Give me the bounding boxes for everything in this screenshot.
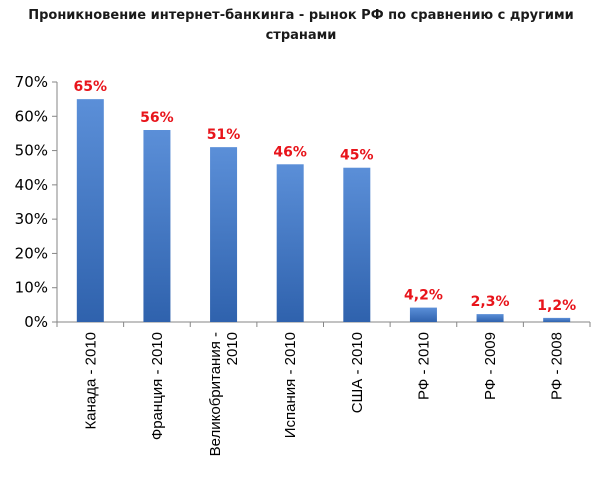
data-label: 51% — [207, 127, 241, 143]
y-tick-label: 70% — [15, 73, 48, 91]
bar — [476, 314, 504, 322]
bars — [76, 99, 571, 323]
x-category-label-line: Франция - 2010 — [149, 332, 166, 440]
x-category-label: Канада - 2010 — [82, 332, 99, 430]
data-label: 56% — [140, 110, 174, 126]
y-tick-label: 40% — [15, 176, 48, 194]
labels: 65% Канада - 2010 56% Франция - 2010 51% Вели… — [74, 79, 577, 456]
bar — [143, 130, 171, 322]
bar — [210, 147, 238, 322]
x-category-label-line: США - 2010 — [349, 332, 366, 413]
x-category-label: РФ - 2009 — [482, 332, 499, 400]
x-category-label-line: Испания - 2010 — [282, 332, 299, 438]
data-label: 2,3% — [471, 294, 510, 310]
bar — [409, 307, 437, 322]
data-label: 46% — [273, 144, 307, 160]
x-category-label: Испания - 2010 — [282, 332, 299, 438]
bar — [343, 167, 371, 322]
y-tick-label: 30% — [15, 210, 48, 228]
y-tick-label: 10% — [15, 279, 48, 297]
x-category-label: РФ - 2010 — [415, 332, 432, 400]
chart-title: Проникновение интернет-банкинга - рынок … — [28, 8, 574, 43]
x-category-label-line: РФ - 2010 — [415, 332, 432, 400]
y-tick-label: 0% — [24, 313, 48, 331]
x-category-label-line: РФ - 2009 — [482, 332, 499, 400]
bar — [543, 317, 571, 322]
x-category-label-line: РФ - 2008 — [549, 332, 566, 400]
y-tick-label: 50% — [15, 142, 48, 160]
x-category-label-line: Великобритания - — [207, 332, 224, 456]
x-category-label-line: 2010 — [224, 332, 241, 365]
data-label: 4,2% — [404, 288, 443, 304]
bar — [276, 164, 304, 322]
x-category-label: РФ - 2008 — [549, 332, 566, 400]
data-label: 1,2% — [537, 298, 576, 314]
y-tick-label: 20% — [15, 244, 48, 262]
data-label: 65% — [74, 79, 108, 95]
bar — [76, 99, 104, 323]
x-category-label: Великобритания -2010 — [207, 332, 241, 456]
data-label: 45% — [340, 148, 374, 164]
x-category-label: Франция - 2010 — [149, 332, 166, 440]
y-tick-label: 60% — [15, 107, 48, 125]
x-category-label: США - 2010 — [349, 332, 366, 413]
x-category-label-line: Канада - 2010 — [82, 332, 99, 430]
